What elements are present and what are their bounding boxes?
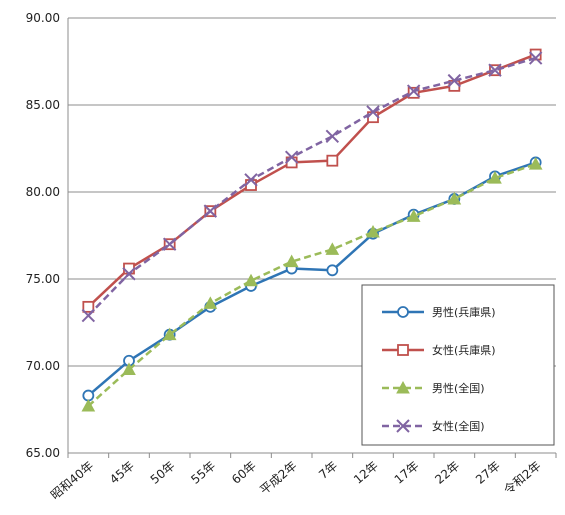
- data-point: [528, 51, 543, 65]
- data-point: [397, 344, 409, 356]
- data-point: [529, 48, 542, 61]
- data-point: [122, 267, 136, 281]
- y-tick-label: 90.00: [26, 11, 60, 25]
- series-line: [87, 56, 537, 317]
- legend: 男性(兵庫県) 女性(兵庫県) 男性(全国) 女性(全国): [361, 284, 555, 446]
- data-point: [82, 300, 95, 313]
- y-tick-label: 80.00: [26, 185, 60, 199]
- y-tick-label: 75.00: [26, 272, 60, 286]
- y-axis: 65.00 70.00 75.00 80.00 85.00 90.00: [26, 11, 69, 460]
- x-tick-label: 平成2年: [257, 459, 299, 498]
- x-tick-label: 60年: [229, 459, 259, 487]
- series-3: [81, 157, 543, 412]
- data-point: [244, 273, 258, 287]
- data-point: [284, 150, 299, 164]
- data-point: [447, 191, 462, 205]
- series-4: [81, 51, 543, 323]
- data-point: [162, 237, 177, 251]
- x-tick-label: 27年: [473, 459, 503, 487]
- data-point: [81, 398, 96, 412]
- series-2: [82, 48, 542, 313]
- y-tick-label: 85.00: [26, 98, 60, 112]
- y-tick-label: 70.00: [26, 359, 60, 373]
- data-point: [203, 296, 218, 309]
- data-point: [123, 262, 135, 275]
- data-point: [122, 362, 136, 375]
- x-tick-label: 令和2年: [501, 458, 544, 498]
- x-tick-label: 22年: [432, 459, 462, 487]
- data-point: [245, 179, 257, 191]
- x-tick-label: 50年: [148, 459, 178, 487]
- x-tick-label: 45年: [107, 459, 137, 487]
- data-point: [406, 209, 421, 222]
- data-point: [406, 84, 421, 98]
- legend-label: 女性(全国): [432, 419, 485, 433]
- data-point: [488, 63, 502, 77]
- y-tick-label: 65.00: [26, 446, 60, 460]
- legend-label: 女性(兵庫県): [432, 343, 496, 357]
- legend-item: 男性(全国): [382, 380, 485, 395]
- legend-label: 男性(全国): [432, 381, 485, 395]
- legend-label: 男性(兵庫県): [432, 305, 496, 319]
- data-point: [396, 419, 410, 433]
- data-point: [367, 111, 379, 124]
- data-point: [407, 86, 420, 99]
- series-group: [81, 48, 543, 412]
- x-tick-label: 12年: [351, 459, 381, 487]
- x-tick-label: 昭和40年: [48, 459, 96, 503]
- data-point: [203, 204, 218, 218]
- data-point: [81, 308, 96, 323]
- legend-item: 女性(全国): [382, 419, 485, 433]
- data-point: [244, 173, 258, 187]
- data-point: [326, 264, 339, 277]
- x-tick-label: 55年: [188, 459, 218, 487]
- data-point: [325, 242, 340, 255]
- legend-item: 女性(兵庫県): [382, 343, 496, 357]
- data-point: [366, 224, 380, 238]
- legend-item: 男性(兵庫県): [382, 305, 496, 319]
- data-point: [488, 171, 502, 184]
- data-point: [325, 129, 340, 144]
- x-tick-label: 7年: [316, 459, 340, 482]
- series-line: [87, 162, 537, 407]
- data-point: [396, 380, 410, 394]
- data-point: [284, 254, 299, 268]
- x-tick-label: 17年: [392, 459, 422, 487]
- data-point: [397, 306, 409, 318]
- data-point: [162, 327, 177, 341]
- data-point: [528, 157, 543, 170]
- data-point: [326, 154, 339, 167]
- data-point: [366, 105, 380, 119]
- data-point: [447, 73, 462, 88]
